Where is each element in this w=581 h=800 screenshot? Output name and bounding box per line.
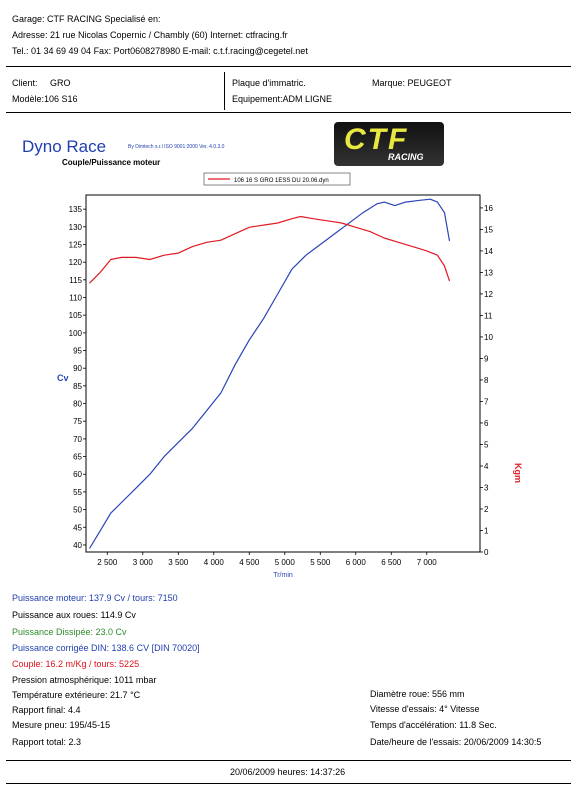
y-axis-label-right: Kgm bbox=[513, 463, 523, 483]
y-tick-label-right: 8 bbox=[484, 376, 489, 385]
y-tick-label-left: 70 bbox=[73, 435, 82, 444]
y-tick-label-left: 65 bbox=[73, 453, 82, 462]
puissance-moteur: Puissance moteur: 137.9 Cv / tours: 7150 bbox=[12, 593, 178, 603]
puissance-roues: Puissance aux roues: 114.9 Cv bbox=[12, 610, 136, 620]
y-tick-label-right: 12 bbox=[484, 290, 493, 299]
y-tick-label-right: 2 bbox=[484, 505, 489, 514]
plot-frame bbox=[85, 194, 481, 553]
footer-date: 20/06/2009 heures: 14:37:26 bbox=[230, 767, 346, 777]
y-tick-label-right: 10 bbox=[484, 333, 493, 342]
y-tick-label-left: 110 bbox=[69, 294, 82, 303]
modele: Modèle:106 S16 bbox=[12, 94, 78, 104]
divider bbox=[6, 783, 571, 784]
garage-line-1: Garage: CTF RACING Specialisé en: bbox=[12, 14, 161, 24]
divider bbox=[224, 72, 225, 110]
y-tick-label-left: 100 bbox=[69, 329, 83, 338]
mesure-pneu: Mesure pneu: 195/45-15 bbox=[12, 720, 111, 730]
y-tick-label-left: 50 bbox=[73, 506, 82, 515]
y-tick-label-right: 16 bbox=[484, 204, 493, 213]
diametre-roue: Diamètre roue: 556 mm bbox=[370, 689, 465, 699]
power-curve bbox=[88, 198, 451, 549]
garage-line-2: Adresse: 21 rue Nicolas Copernic / Chamb… bbox=[12, 30, 288, 40]
x-tick-label: 3 500 bbox=[168, 558, 189, 567]
byline: By Dimtech s.r.l ISO 9001:2000 Ver. 4.0.… bbox=[128, 144, 225, 150]
y-tick-label-left: 115 bbox=[69, 276, 82, 285]
x-tick-label: 5 500 bbox=[310, 558, 331, 567]
x-tick-label: 3 000 bbox=[133, 558, 154, 567]
y-tick-label-left: 80 bbox=[73, 400, 82, 409]
client-value: GRO bbox=[50, 78, 71, 88]
y-tick-label-right: 4 bbox=[484, 462, 489, 471]
pression: Pression atmosphérique: 1011 mbar bbox=[12, 675, 157, 685]
y-tick-label-right: 11 bbox=[484, 311, 493, 320]
vitesse-essais: Vitesse d'essais: 4° Vitesse bbox=[370, 704, 480, 714]
y-axis-label-left: Cv bbox=[57, 373, 69, 383]
logo-text: CTF bbox=[344, 123, 409, 156]
puissance-dissipee: Puissance Dissipée: 23.0 Cv bbox=[12, 627, 127, 637]
x-tick-label: 6 500 bbox=[381, 558, 402, 567]
y-tick-label-left: 120 bbox=[69, 258, 83, 267]
y-tick-label-right: 1 bbox=[484, 526, 489, 535]
y-tick-label-right: 0 bbox=[484, 548, 489, 557]
y-tick-label-right: 9 bbox=[484, 354, 489, 363]
divider bbox=[6, 760, 571, 761]
y-tick-label-left: 85 bbox=[73, 382, 82, 391]
rapport-final: Rapport final: 4.4 bbox=[12, 705, 81, 715]
plaque: Plaque d'immatric. bbox=[232, 78, 306, 88]
legend-label: 106 16 S GRO 1ESS DU 20.06.dyn bbox=[234, 178, 329, 184]
ctf-racing-logo: CTF RACING bbox=[334, 122, 444, 166]
divider bbox=[6, 112, 571, 113]
rapport-total: Rapport total: 2.3 bbox=[12, 737, 82, 747]
y-tick-label-left: 90 bbox=[73, 364, 82, 373]
equipement: Equipement:ADM LIGNE bbox=[232, 94, 333, 104]
torque-curve bbox=[89, 215, 451, 284]
y-tick-label-right: 14 bbox=[484, 247, 493, 256]
y-tick-label-left: 60 bbox=[73, 470, 82, 479]
chart-subtitle: Couple/Puissance moteur bbox=[62, 158, 161, 167]
x-tick-label: 2 500 bbox=[97, 558, 118, 567]
divider bbox=[6, 66, 571, 67]
y-tick-label-left: 45 bbox=[73, 523, 82, 532]
y-tick-label-right: 3 bbox=[484, 483, 489, 492]
y-tick-label-right: 6 bbox=[484, 419, 489, 428]
x-tick-label: 4 000 bbox=[204, 558, 225, 567]
app-title: Dyno Race bbox=[22, 137, 107, 156]
y-tick-label-left: 75 bbox=[73, 417, 82, 426]
y-tick-label-left: 40 bbox=[73, 541, 82, 550]
y-tick-label-left: 105 bbox=[69, 311, 83, 320]
x-tick-label: 7 000 bbox=[417, 558, 438, 567]
temps-acceleration: Temps d'accélération: 11.8 Sec. bbox=[370, 720, 497, 730]
couple: Couple: 16.2 m/Kg / tours: 5225 bbox=[12, 659, 140, 669]
y-tick-label-left: 95 bbox=[73, 347, 82, 356]
y-tick-label-left: 135 bbox=[69, 205, 83, 214]
x-tick-label: 6 000 bbox=[346, 558, 367, 567]
y-tick-label-left: 125 bbox=[69, 240, 83, 249]
x-axis-label: Tr/min bbox=[273, 572, 293, 579]
logo-subtext: RACING bbox=[388, 152, 424, 162]
x-tick-label: 4 500 bbox=[239, 558, 260, 567]
temperature: Température extérieure: 21.7 °C bbox=[12, 690, 141, 700]
y-tick-label-left: 55 bbox=[73, 488, 82, 497]
legend-box bbox=[203, 172, 351, 186]
marque: Marque: PEUGEOT bbox=[372, 78, 452, 88]
y-tick-label-right: 7 bbox=[484, 397, 489, 406]
y-tick-label-right: 15 bbox=[484, 225, 493, 234]
y-tick-label-left: 130 bbox=[69, 223, 83, 232]
x-tick-label: 5 000 bbox=[275, 558, 296, 567]
date-essais: Date/heure de l'essais: 20/06/2009 14:30… bbox=[370, 737, 542, 747]
garage-line-3: Tel.: 01 34 69 49 04 Fax: Port0608278980… bbox=[12, 46, 308, 56]
puissance-din: Puissance corrigée DIN: 138.6 CV [DIN 70… bbox=[12, 643, 200, 653]
y-tick-label-right: 5 bbox=[484, 440, 489, 449]
y-tick-label-right: 13 bbox=[484, 268, 493, 277]
client-label: Client: bbox=[12, 78, 38, 88]
